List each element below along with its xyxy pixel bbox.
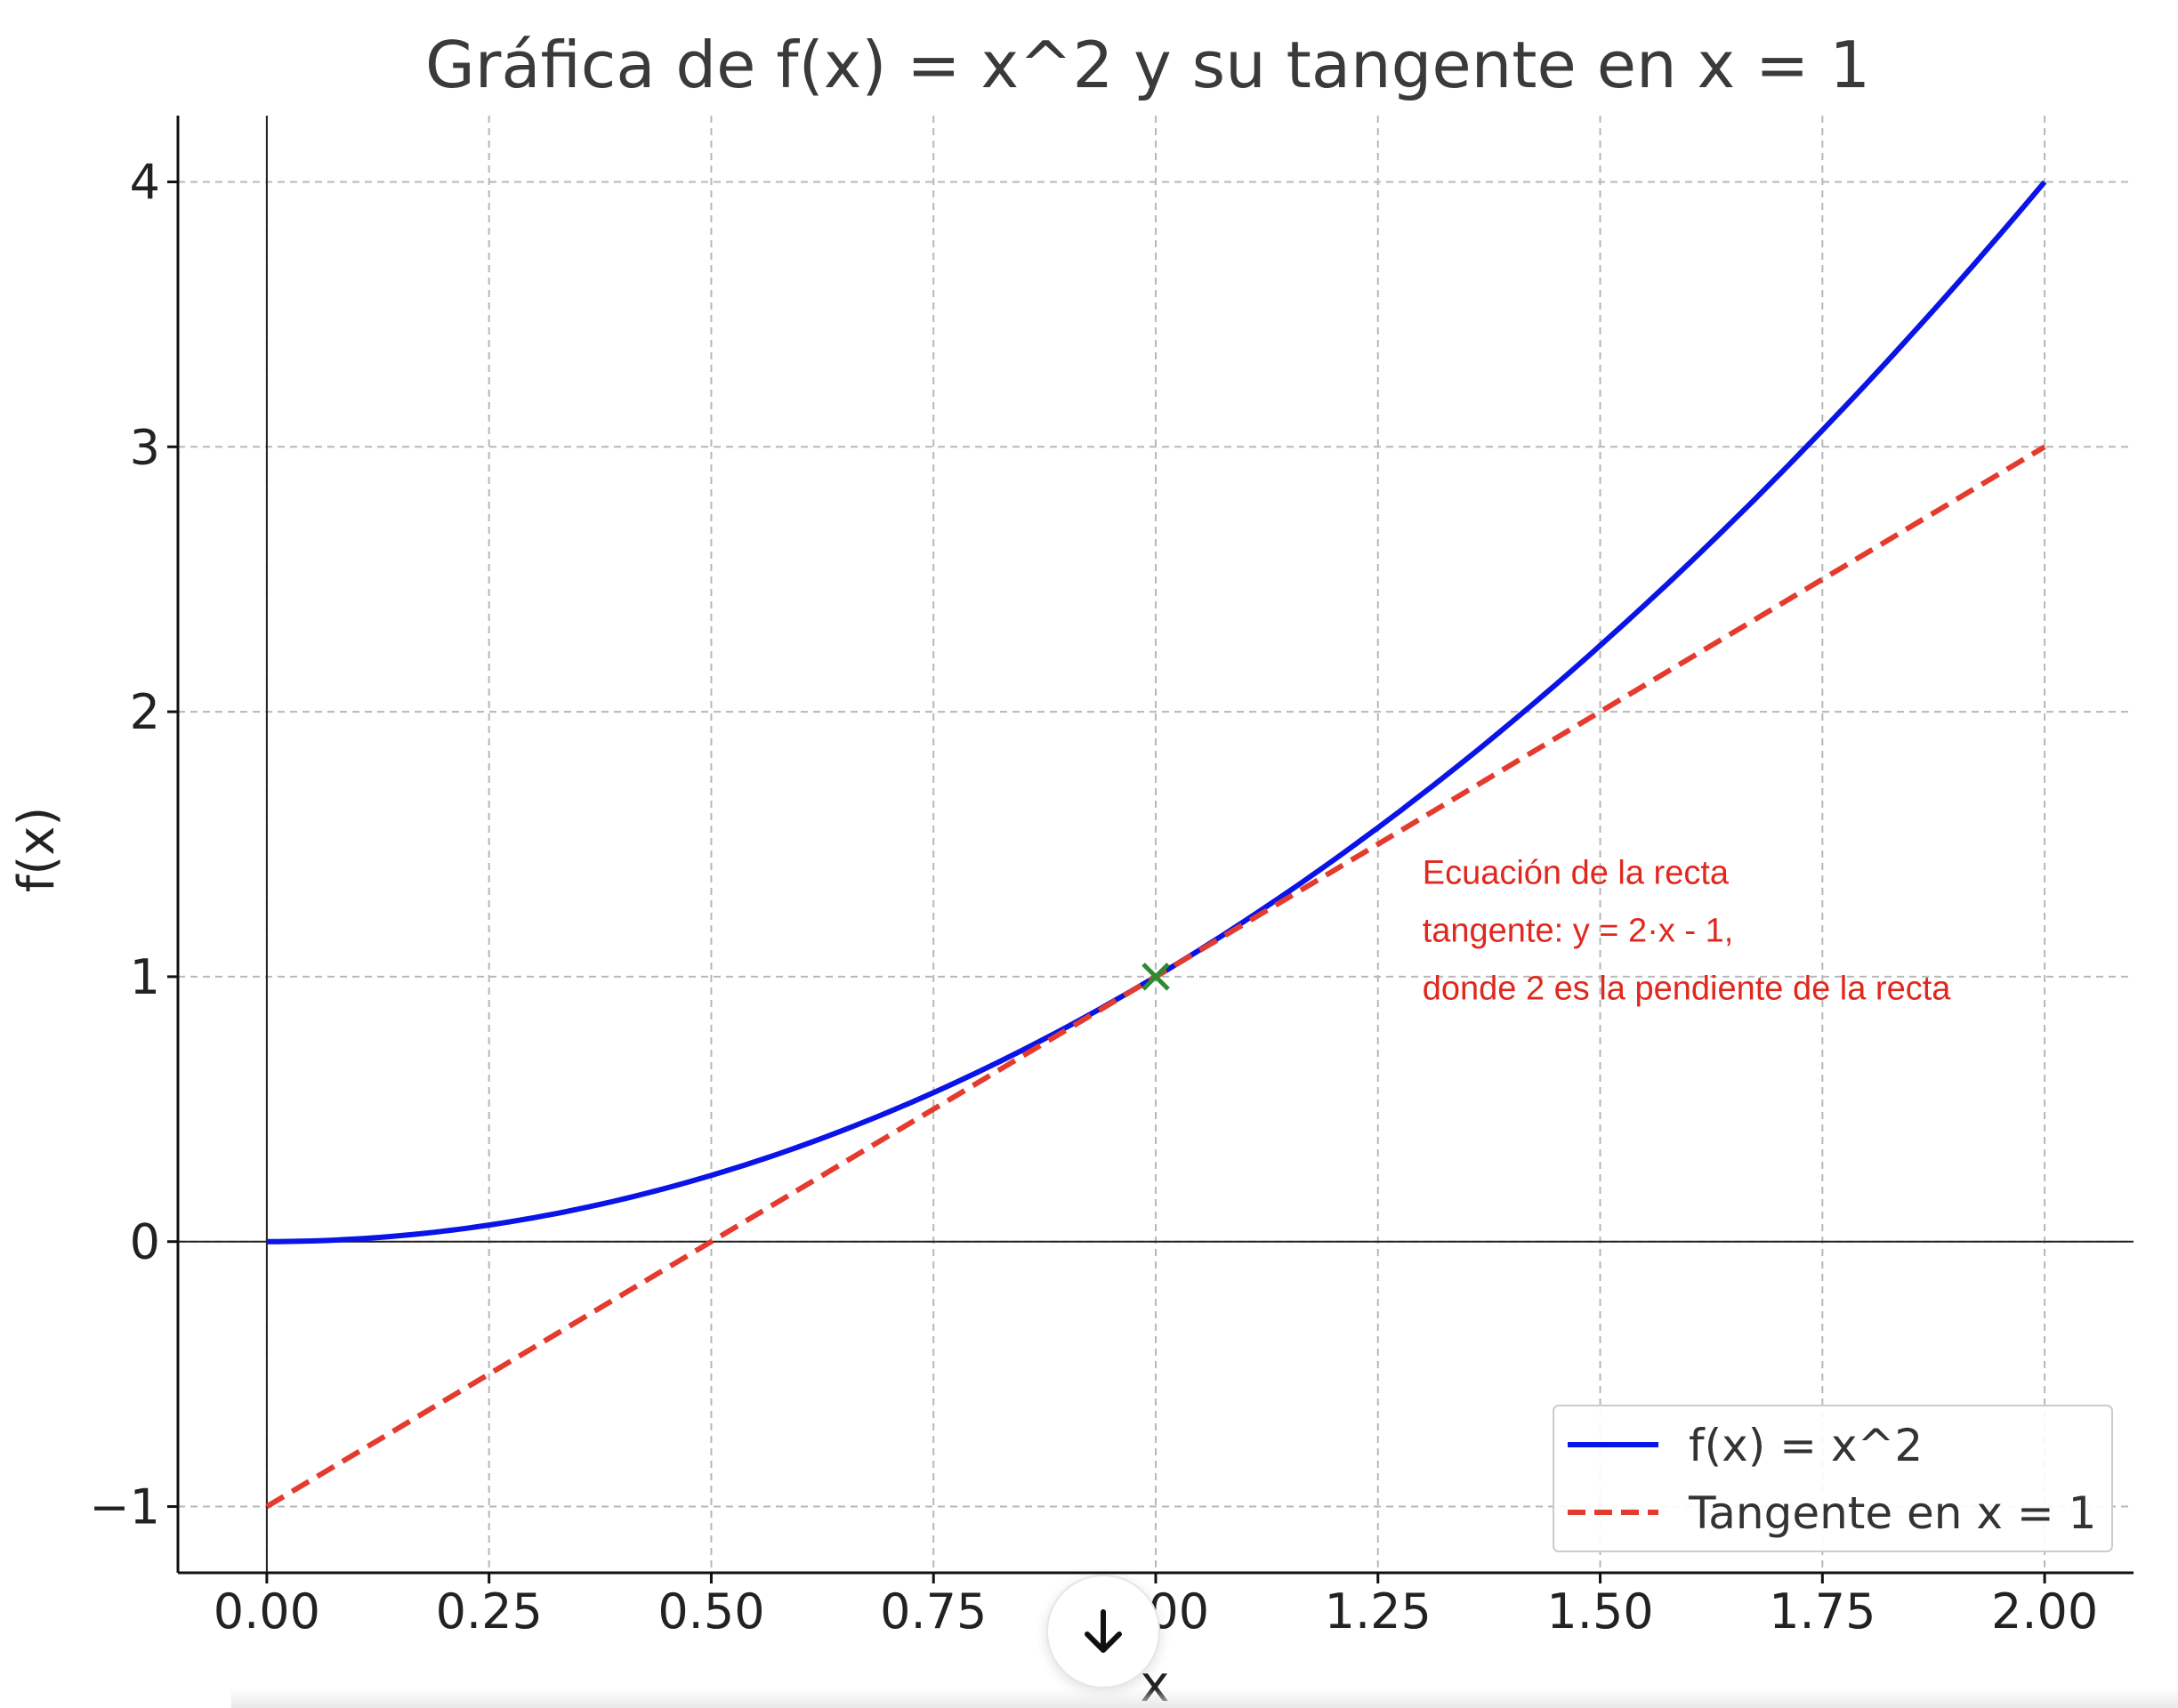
x-tick-label: 1.75: [1769, 1583, 1876, 1640]
x-tick-label: 2.00: [1991, 1583, 2098, 1640]
y-tick-label: 0: [130, 1214, 160, 1270]
grid-lines: [178, 116, 2134, 1573]
legend-label: Tangente en x = 1: [1688, 1487, 2096, 1539]
legend-label: f(x) = x^2: [1689, 1420, 1923, 1471]
x-tick-label: 0.75: [880, 1583, 987, 1640]
x-tick-label: 1.25: [1325, 1583, 1432, 1640]
y-tick-label: −1: [89, 1479, 160, 1535]
scroll-down-button[interactable]: [1046, 1575, 1160, 1688]
y-tick-label: 4: [130, 154, 160, 210]
annotation-line: tangente: y = 2·x - 1,: [1423, 913, 1734, 950]
zero-lines: [178, 116, 2134, 1573]
markers: [1141, 963, 1170, 991]
chart-title: Gráfica de f(x) = x^2 y su tangente en x…: [425, 28, 1870, 102]
y-axis-label: f(x): [8, 807, 66, 893]
bottom-fade: [231, 1688, 2178, 1708]
x-tick-label: 0.50: [657, 1583, 764, 1640]
arrow-down-icon: [1085, 1609, 1122, 1653]
annotation: Ecuación de la recta tangente: y = 2·x - …: [1423, 855, 1952, 1008]
y-ticks: −1 0 1 2 3 4: [89, 154, 178, 1535]
annotation-line: donde 2 es la pendiente de la recta: [1423, 971, 1952, 1008]
x-tick-label: 0.25: [436, 1583, 543, 1640]
y-tick-label: 3: [130, 419, 160, 475]
y-tick-label: 1: [130, 949, 160, 1005]
legend: f(x) = x^2 Tangente en x = 1: [1553, 1405, 2113, 1552]
tangent-point-marker: [1141, 963, 1170, 991]
y-tick-label: 2: [130, 684, 160, 740]
x-tick-label: 1.50: [1546, 1583, 1653, 1640]
x-tick-label: 0.00: [214, 1583, 320, 1640]
annotation-line: Ecuación de la recta: [1423, 855, 1730, 892]
legend-box: [1553, 1405, 2113, 1552]
